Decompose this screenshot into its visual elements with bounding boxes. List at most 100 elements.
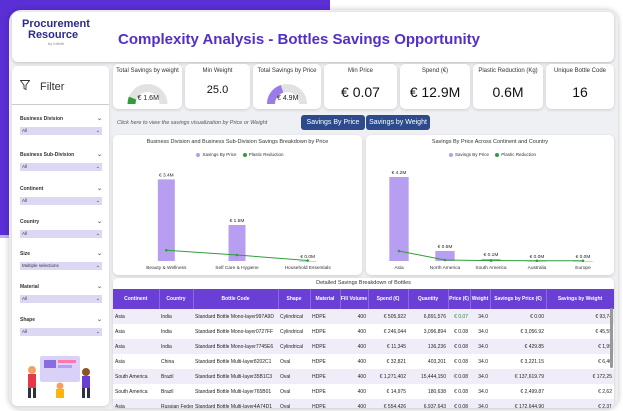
kpi-value: 25.0 xyxy=(206,84,229,96)
column-header[interactable]: Spend (€) xyxy=(368,289,409,309)
filter-label[interactable]: Continent ⌄ xyxy=(20,186,102,194)
line-point[interactable] xyxy=(397,249,401,253)
table-row[interactable]: Asia India Standard Bottle Mono-layer0727F… xyxy=(113,324,614,339)
view-hint: Click here to view the savings visualiza… xyxy=(117,120,268,126)
filter-label[interactable]: Size ⌄ xyxy=(20,251,102,259)
filter-select[interactable]: All ⌄ xyxy=(20,230,102,238)
table-row[interactable]: South America Brazil Standard Bottle Multi… xyxy=(113,369,614,384)
filter-label-text: Business Division xyxy=(20,116,64,122)
dropdown-arrow-icon[interactable]: ⌄ xyxy=(95,128,100,134)
chevron-down-icon[interactable]: ⌄ xyxy=(96,251,102,257)
table-row[interactable]: South America Brazil Standard Bottle Multi… xyxy=(113,384,614,399)
table-cell: Oval xyxy=(278,369,310,384)
table-row[interactable]: Asia India Standard Bottle Mono-layer7745E… xyxy=(113,339,614,354)
chevron-down-icon[interactable]: ⌄ xyxy=(96,317,102,323)
chevron-down-icon[interactable]: ⌄ xyxy=(96,284,102,290)
kpi-card: Total Savings by weight € 1.6M xyxy=(113,64,182,109)
chart-legend: Savings By Price Plastic Reduction xyxy=(366,152,614,157)
table-scrollbar[interactable] xyxy=(610,308,613,368)
bar[interactable] xyxy=(435,251,455,261)
line-point[interactable] xyxy=(535,259,539,263)
table-cell: € 0.08 xyxy=(448,399,470,408)
filter-business-division: Business Division ⌄ All ⌄ xyxy=(20,116,102,135)
line-point[interactable] xyxy=(306,259,309,262)
bar[interactable] xyxy=(228,225,246,261)
filter-label[interactable]: Shape ⌄ xyxy=(20,317,102,325)
table-row[interactable]: Asia China Standard Bottle Multi-layer8202… xyxy=(113,354,614,369)
column-header[interactable]: Weight xyxy=(470,289,491,309)
filter-label[interactable]: Material ⌄ xyxy=(20,284,102,292)
filter-select[interactable]: All ⌄ xyxy=(20,163,102,171)
bar[interactable] xyxy=(389,177,409,261)
continent-chart: € 4.2M Asia € 0.5M North America € 0.1M South… xyxy=(389,170,593,271)
filter-label[interactable]: Business Sub-Division ⌄ xyxy=(20,152,102,160)
table-cell: € 172,25 xyxy=(546,369,614,384)
column-header[interactable]: Price (€) xyxy=(448,289,471,309)
filter-value: Multiple selections xyxy=(22,263,59,268)
dropdown-arrow-icon[interactable]: ⌄ xyxy=(95,329,100,335)
column-header[interactable]: Fill Volume xyxy=(340,289,369,309)
filter-label[interactable]: Country ⌄ xyxy=(20,219,102,227)
column-header[interactable]: Quantity xyxy=(408,289,449,309)
line-point[interactable] xyxy=(489,259,493,262)
filter-value: All xyxy=(22,329,28,334)
line-point[interactable] xyxy=(581,259,585,263)
dropdown-arrow-icon[interactable]: ⌄ xyxy=(95,231,100,237)
chevron-down-icon[interactable]: ⌄ xyxy=(96,186,102,192)
table-cell: € 0.08 xyxy=(454,358,468,365)
kpi-card: Min Price € 0.07 xyxy=(324,64,397,109)
column-header[interactable]: Savings by Price (€) xyxy=(490,289,547,309)
chevron-down-icon[interactable]: ⌄ xyxy=(96,219,102,225)
kpi-gauge: € 1.6M xyxy=(113,74,182,108)
column-header[interactable]: Shape xyxy=(278,289,311,309)
column-header[interactable]: Country xyxy=(159,289,194,309)
table-cell: India xyxy=(161,328,172,335)
legend-label: Plastic Reduction xyxy=(248,152,284,157)
gauge-fill xyxy=(127,96,137,105)
filter-title: Filter xyxy=(40,81,65,93)
line-point[interactable] xyxy=(235,253,239,257)
kpi-value: € 1.6M xyxy=(137,95,159,102)
filter-select[interactable]: All ⌄ xyxy=(20,328,102,336)
chart-title: Savings By Price Across Continent and Co… xyxy=(431,139,549,145)
savings-by-price-button[interactable]: Savings By Price xyxy=(301,115,365,130)
savings-by-weight-button[interactable]: Savings by Weight xyxy=(366,115,430,130)
filter-select[interactable]: All ⌄ xyxy=(20,295,102,303)
kpi-value: 0.6M xyxy=(492,84,524,100)
savings-table-panel: Detailed Savings Breakdown of Bottles Co… xyxy=(113,278,614,408)
table-cell: India xyxy=(159,339,193,354)
chevron-down-icon[interactable]: ⌄ xyxy=(96,116,102,122)
filter-label[interactable]: Business Division ⌄ xyxy=(20,116,102,124)
line-point[interactable] xyxy=(443,258,447,262)
chevron-down-icon[interactable]: ⌄ xyxy=(96,152,102,158)
filter-business-sub-division: Business Sub-Division ⌄ All ⌄ xyxy=(20,152,102,171)
data-label: € 4.2M xyxy=(392,170,407,176)
legend-dot-plastic xyxy=(495,152,500,157)
dashboard-frame: Procurement Resource by Infiniti Complex… xyxy=(9,10,618,409)
x-tick-label: Self Care & Hygiene xyxy=(215,265,259,271)
table-cell: € 554,426 xyxy=(368,399,408,408)
column-header[interactable]: Savings by Weight xyxy=(546,289,614,309)
dropdown-arrow-icon[interactable]: ⌄ xyxy=(95,263,100,269)
table-row[interactable]: Asia India Standard Bottle Mono-layer997A9… xyxy=(113,309,614,324)
filter-select[interactable]: Multiple selections ⌄ xyxy=(20,262,102,270)
table-cell: South America xyxy=(115,388,148,395)
column-header[interactable]: Bottle Code xyxy=(193,289,279,309)
column-header[interactable]: Material xyxy=(310,289,341,309)
line-point[interactable] xyxy=(165,248,168,252)
filter-select[interactable]: All ⌄ xyxy=(20,197,102,205)
dropdown-arrow-icon[interactable]: ⌄ xyxy=(95,198,100,204)
people-illustration xyxy=(20,348,100,400)
table-title: Detailed Savings Breakdown of Bottles xyxy=(316,280,411,286)
kpi-label: Unique Bottle Code xyxy=(553,68,607,74)
table-cell: 403,201 xyxy=(427,358,446,365)
data-label: € 0.0M xyxy=(576,254,591,260)
table-cell: € 137,619.79 xyxy=(490,369,546,384)
dropdown-arrow-icon[interactable]: ⌄ xyxy=(95,296,100,302)
filter-select[interactable]: All ⌄ xyxy=(20,127,102,135)
bar[interactable] xyxy=(157,179,175,261)
dropdown-arrow-icon[interactable]: ⌄ xyxy=(95,164,100,170)
filter-shape: Shape ⌄ All ⌄ xyxy=(20,317,102,336)
column-header[interactable]: Continent xyxy=(113,289,160,309)
